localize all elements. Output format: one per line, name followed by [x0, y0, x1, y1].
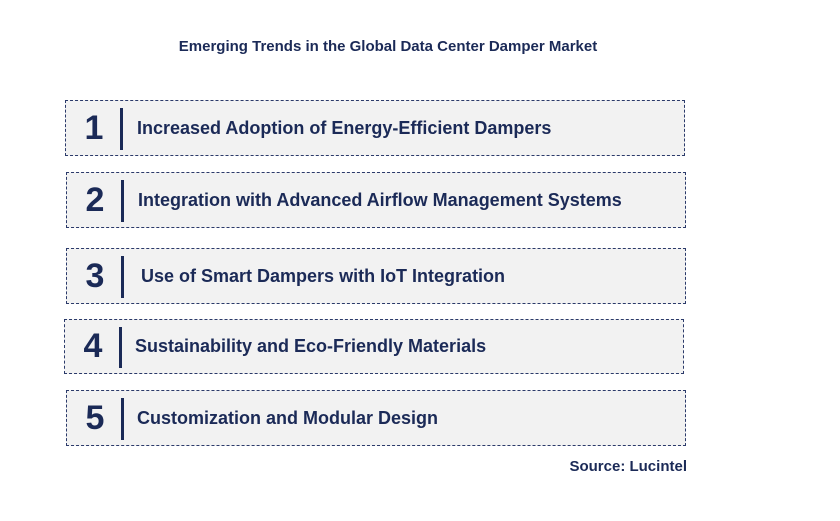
- trend-item-1: 1 Increased Adoption of Energy-Efficient…: [65, 100, 685, 156]
- trend-label: Customization and Modular Design: [137, 407, 439, 428]
- trend-divider: [119, 327, 122, 368]
- trend-item-3: 3 Use of Smart Dampers with IoT Integrat…: [66, 248, 686, 304]
- trend-number: 4: [83, 327, 103, 365]
- trend-divider: [120, 108, 123, 150]
- trend-divider: [121, 398, 124, 440]
- trend-divider: [121, 180, 124, 222]
- diagram-title: Emerging Trends in the Global Data Cente…: [178, 38, 598, 55]
- trend-item-2: 2 Integration with Advanced Airflow Mana…: [66, 172, 686, 228]
- source-note: Source: Lucintel: [569, 458, 687, 475]
- trend-number: 5: [85, 398, 105, 437]
- trend-label: Increased Adoption of Energy-Efficient D…: [137, 117, 552, 138]
- trend-label: Integration with Advanced Airflow Manage…: [138, 189, 622, 210]
- trend-divider: [121, 256, 124, 298]
- trend-number: 1: [84, 108, 104, 147]
- trend-number: 2: [85, 180, 105, 219]
- trend-label: Sustainability and Eco-Friendly Material…: [135, 336, 487, 356]
- trend-item-4: 4 Sustainability and Eco-Friendly Materi…: [64, 319, 684, 374]
- trend-item-5: 5 Customization and Modular Design: [66, 390, 686, 446]
- trend-label: Use of Smart Dampers with IoT Integratio…: [141, 265, 506, 286]
- trend-number: 3: [85, 256, 105, 295]
